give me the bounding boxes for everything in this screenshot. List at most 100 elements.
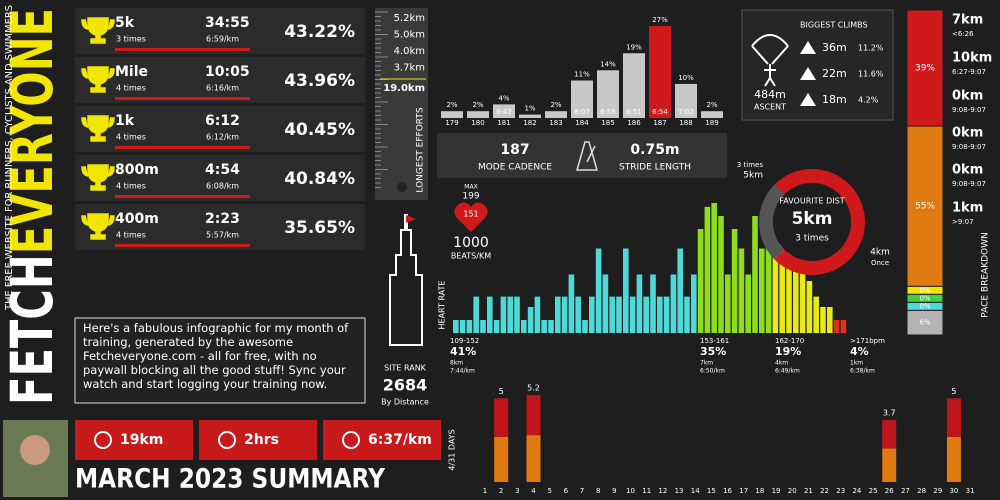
record-count: 4 times bbox=[116, 84, 146, 93]
heart-bar bbox=[718, 216, 724, 333]
cadence-bar bbox=[701, 111, 723, 118]
description-box bbox=[74, 317, 366, 404]
pace-segment bbox=[906, 309, 944, 336]
side-distance: 5km bbox=[743, 171, 763, 181]
heart-bar bbox=[568, 274, 575, 333]
pace-zone-distance: 0km bbox=[952, 89, 983, 104]
heart-bar bbox=[589, 296, 595, 333]
effort-label: 3.7km bbox=[394, 63, 425, 74]
day-label: 21 bbox=[804, 487, 813, 495]
effort-total: 19.0km bbox=[383, 83, 425, 94]
description-holder: Here's a fabulous infographic for my mon… bbox=[83, 321, 349, 391]
heart-bar bbox=[650, 274, 656, 333]
record-count: 4 times bbox=[116, 231, 146, 240]
mountain-icon bbox=[800, 93, 816, 106]
cadence-value-label: 2% bbox=[550, 101, 561, 109]
stride-length-label: STRIDE LENGTH bbox=[619, 163, 691, 173]
day-label: 9 bbox=[612, 487, 616, 495]
daily-bar bbox=[526, 395, 541, 436]
cadence-bar bbox=[623, 53, 645, 118]
hr-zone-range: >171bpm bbox=[850, 337, 885, 345]
trophy-icon bbox=[81, 66, 115, 93]
pace-zone-distance: 7km bbox=[952, 13, 983, 28]
daily-bar bbox=[946, 436, 961, 482]
day-total: 5.2 bbox=[527, 384, 540, 393]
cadence-pace-label: 7:02 bbox=[678, 108, 694, 116]
heart-bar bbox=[779, 239, 785, 333]
heart-bar bbox=[521, 320, 527, 333]
record-time: 4:54 bbox=[205, 162, 240, 178]
total-distance: 19km bbox=[120, 432, 163, 448]
description: Here's a fabulous infographic for my mon… bbox=[83, 321, 349, 391]
day-total: 5 bbox=[951, 387, 956, 396]
cadence-category: 189 bbox=[705, 119, 718, 127]
record-underline bbox=[115, 48, 250, 51]
heart-bar bbox=[657, 296, 663, 333]
cadence-category: 181 bbox=[497, 119, 510, 127]
pace-zone-distance: 0km bbox=[952, 163, 983, 178]
tower-flag bbox=[406, 215, 416, 223]
record-panel bbox=[75, 155, 365, 201]
trophy-icon bbox=[81, 213, 115, 240]
day-label: 13 bbox=[675, 487, 684, 495]
heart-bar bbox=[813, 296, 819, 333]
pace-zone-distance: 0km bbox=[952, 126, 983, 141]
pace-share-label: 0% bbox=[919, 294, 930, 302]
hr-zone-range: 162-170 bbox=[775, 337, 804, 345]
brand-first: FETCH bbox=[0, 254, 66, 405]
effort-label: 5.2km bbox=[394, 13, 425, 24]
heart-bar bbox=[759, 248, 765, 333]
heart-bar bbox=[677, 248, 683, 333]
parachute-icon bbox=[751, 34, 789, 87]
heart-bar bbox=[534, 296, 541, 333]
record-pace: 6:12/km bbox=[206, 133, 239, 142]
favourite-center bbox=[773, 183, 851, 261]
effort-label: 4.0km bbox=[394, 46, 425, 57]
beats-label: BEATS/KM bbox=[451, 252, 491, 261]
day-label: 24 bbox=[852, 487, 861, 495]
total-icon bbox=[218, 431, 236, 449]
site-rank-label: SITE RANK bbox=[384, 364, 427, 373]
heart-bar bbox=[582, 320, 588, 333]
cadence-category: 187 bbox=[653, 119, 666, 127]
tagline: THE FREE WEBSITE FOR RUNNERS, CYCLISTS A… bbox=[4, 5, 15, 311]
day-label: 6 bbox=[564, 487, 569, 495]
tower-icon bbox=[389, 214, 423, 346]
day-label: 14 bbox=[691, 487, 700, 495]
record-score: 40.45% bbox=[284, 120, 355, 140]
hr-zone-share: 41% bbox=[450, 345, 476, 358]
site-rank: 2684 bbox=[383, 376, 428, 395]
record-distance: 800m bbox=[115, 162, 159, 178]
ruler-knob bbox=[397, 182, 407, 192]
record-underline bbox=[115, 195, 250, 198]
cadence-value-label: 27% bbox=[652, 16, 668, 24]
cadence-bar bbox=[571, 80, 593, 118]
cadence-value-label: 1% bbox=[524, 105, 535, 113]
cadence-value-label: 2% bbox=[472, 101, 483, 109]
heart-bar bbox=[561, 296, 568, 333]
pace-zone-range: <6:26 bbox=[952, 30, 974, 38]
cadence-bar bbox=[467, 111, 489, 118]
daily-bar bbox=[494, 398, 509, 437]
max-heart: 199 bbox=[462, 192, 479, 202]
day-label: 12 bbox=[658, 487, 667, 495]
other-distance: 4km bbox=[870, 248, 890, 258]
climb-grade: 4.2% bbox=[858, 96, 879, 105]
record-distance: 400m bbox=[115, 211, 159, 227]
heart-bar bbox=[514, 296, 520, 333]
profile-face bbox=[20, 435, 50, 465]
heart-bar bbox=[670, 274, 677, 333]
ascent-label: ASCENT bbox=[754, 103, 786, 112]
heart-bar bbox=[786, 222, 792, 333]
climb-grade: 11.6% bbox=[858, 70, 884, 79]
metronome-icon bbox=[576, 141, 598, 171]
hr-zone-distance: 4km bbox=[775, 360, 788, 367]
heart-bar bbox=[616, 296, 622, 333]
cadence-bar bbox=[519, 114, 541, 118]
daily-label: 4/31 DAYS bbox=[448, 429, 457, 470]
heart-bar bbox=[772, 255, 779, 333]
climb-height: 36m bbox=[822, 41, 847, 54]
favourite-title: FAVOURITE DIST bbox=[779, 197, 844, 206]
pace-zone-range: 6:27-9:07 bbox=[952, 68, 986, 76]
